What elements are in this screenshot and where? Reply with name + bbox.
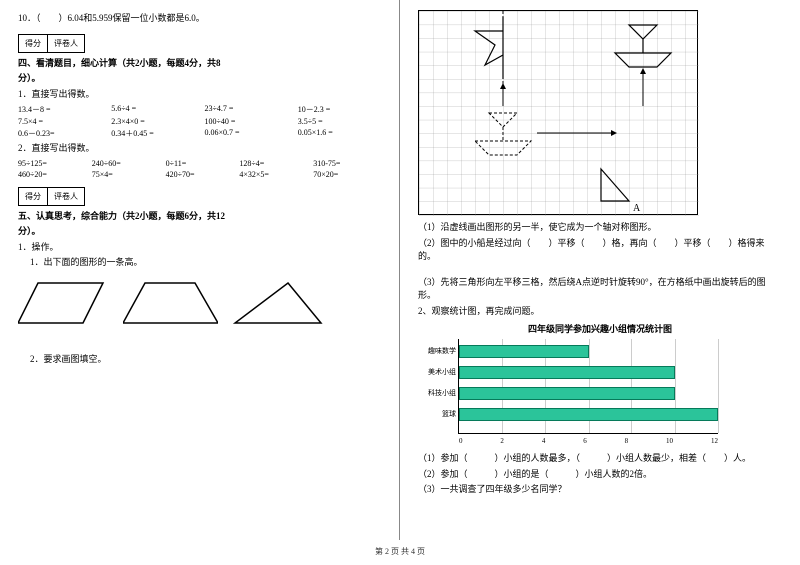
label-a: A (633, 203, 641, 214)
calc-item: 5.6÷4 = (111, 104, 194, 115)
calc-item: 460÷20= (18, 170, 86, 179)
calc-item: 7.5×4 = (18, 117, 101, 126)
chart-title: 四年级同学参加兴趣小组情况统计图 (418, 322, 782, 335)
calc-item: 13.4－8 = (18, 104, 101, 115)
calc-item: 0÷11= (166, 159, 234, 168)
score-box-2: 得分 评卷人 (18, 187, 381, 206)
reviewer-label: 评卷人 (47, 187, 85, 206)
section-5-title-cont: 分）。 (18, 226, 41, 236)
trapezoid-shape (123, 278, 218, 328)
bar-chart: 四年级同学参加兴趣小组情况统计图 趣味数学 美术小组 科技小组 篮球 02468… (418, 322, 782, 434)
chart-area: 趣味数学 美术小组 科技小组 篮球 024681012 (458, 339, 718, 434)
parallelogram-shape (18, 278, 108, 328)
calc-item: 310-75= (313, 159, 381, 168)
chart-q1: （1）参加（ ）小组的人数最多，（ ）小组人数最少，相差（ ）人。 (418, 452, 782, 466)
grid-q2: （2）图中的小船是经过向（ ）平移（ ）格，再向（ ）平移（ ）格得来的。 (418, 237, 782, 264)
reviewer-label: 评卷人 (47, 34, 85, 53)
calc2-label: 2．直接写出得数。 (18, 142, 381, 156)
shapes-row (18, 278, 381, 328)
score-label: 得分 (18, 34, 47, 53)
calc-item: 75×4= (92, 170, 160, 179)
score-box-1: 得分 评卷人 (18, 34, 381, 53)
calc-item: 2.3×4×0 = (111, 117, 194, 126)
calc-item: 0.06×0.7 = (205, 128, 288, 139)
x-ticks: 024681012 (459, 437, 718, 445)
section-5-title: 五、认真思考，综合能力（共2小题，每题6分，共12 (18, 211, 225, 221)
grid-q3: （3）先将三角形向左平移三格，然后绕A点逆时针旋转90°，在方格纸中画出旋转后的… (418, 276, 782, 303)
calc1-label: 1．直接写出得数。 (18, 88, 381, 102)
section-4-title: 四、看清题目，细心计算（共2小题，每题4分，共8 (18, 58, 221, 68)
bar-label: 趣味数学 (428, 346, 456, 356)
calc1-grid: 13.4－8 = 5.6÷4 = 23÷4.7 = 10－2.3 = 7.5×4… (18, 104, 381, 139)
calc-item: 10－2.3 = (298, 104, 381, 115)
calc-item: 0.6－0.23= (18, 128, 101, 139)
chart-q3: （3）一共调查了四年级多少名同学？ (418, 483, 782, 497)
bar-label: 科技小组 (428, 388, 456, 398)
chart-intro: 2、观察统计图，再完成问题。 (418, 305, 782, 319)
op1-2-label: 2．要求画图填空。 (30, 353, 381, 367)
calc-item: 240÷60= (92, 159, 160, 168)
score-label: 得分 (18, 187, 47, 206)
triangle-shape (233, 278, 323, 328)
calc-item: 128÷4= (239, 159, 307, 168)
calc-item: 420÷70= (166, 170, 234, 179)
calc2-grid: 95÷125= 240÷60= 0÷11= 128÷4= 310-75= 460… (18, 159, 381, 179)
calc-item: 95÷125= (18, 159, 86, 168)
bar-label: 美术小组 (428, 367, 456, 377)
section-4-title-cont: 分）。 (18, 73, 41, 83)
op1-label: 1．操作。 (18, 241, 381, 255)
calc-item: 0.05×1.6 = (298, 128, 381, 139)
chart-q2: （2）参加（ ）小组的是（ ）小组人数的2倍。 (418, 468, 782, 482)
calc-item: 4×32×5= (239, 170, 307, 179)
calc-item: 70×20= (313, 170, 381, 179)
grid-q1: （1）沿虚线画出图形的另一半，使它成为一个轴对称图形。 (418, 221, 782, 235)
grid-svg: A (419, 11, 699, 216)
question-10: 10．（ ）6.04和5.959保留一位小数都是6.0。 (18, 12, 381, 26)
bar-label: 篮球 (442, 409, 456, 419)
calc-item: 0.34＋0.45 = (111, 128, 194, 139)
grid-figure: A (418, 10, 698, 215)
op1-1-label: 1．出下面的图形的一条高。 (30, 256, 381, 270)
calc-item: 23÷4.7 = (205, 104, 288, 115)
calc-item: 100÷40 = (205, 117, 288, 126)
page-footer: 第 2 页 共 4 页 (0, 546, 800, 557)
calc-item: 3.5÷5 = (298, 117, 381, 126)
